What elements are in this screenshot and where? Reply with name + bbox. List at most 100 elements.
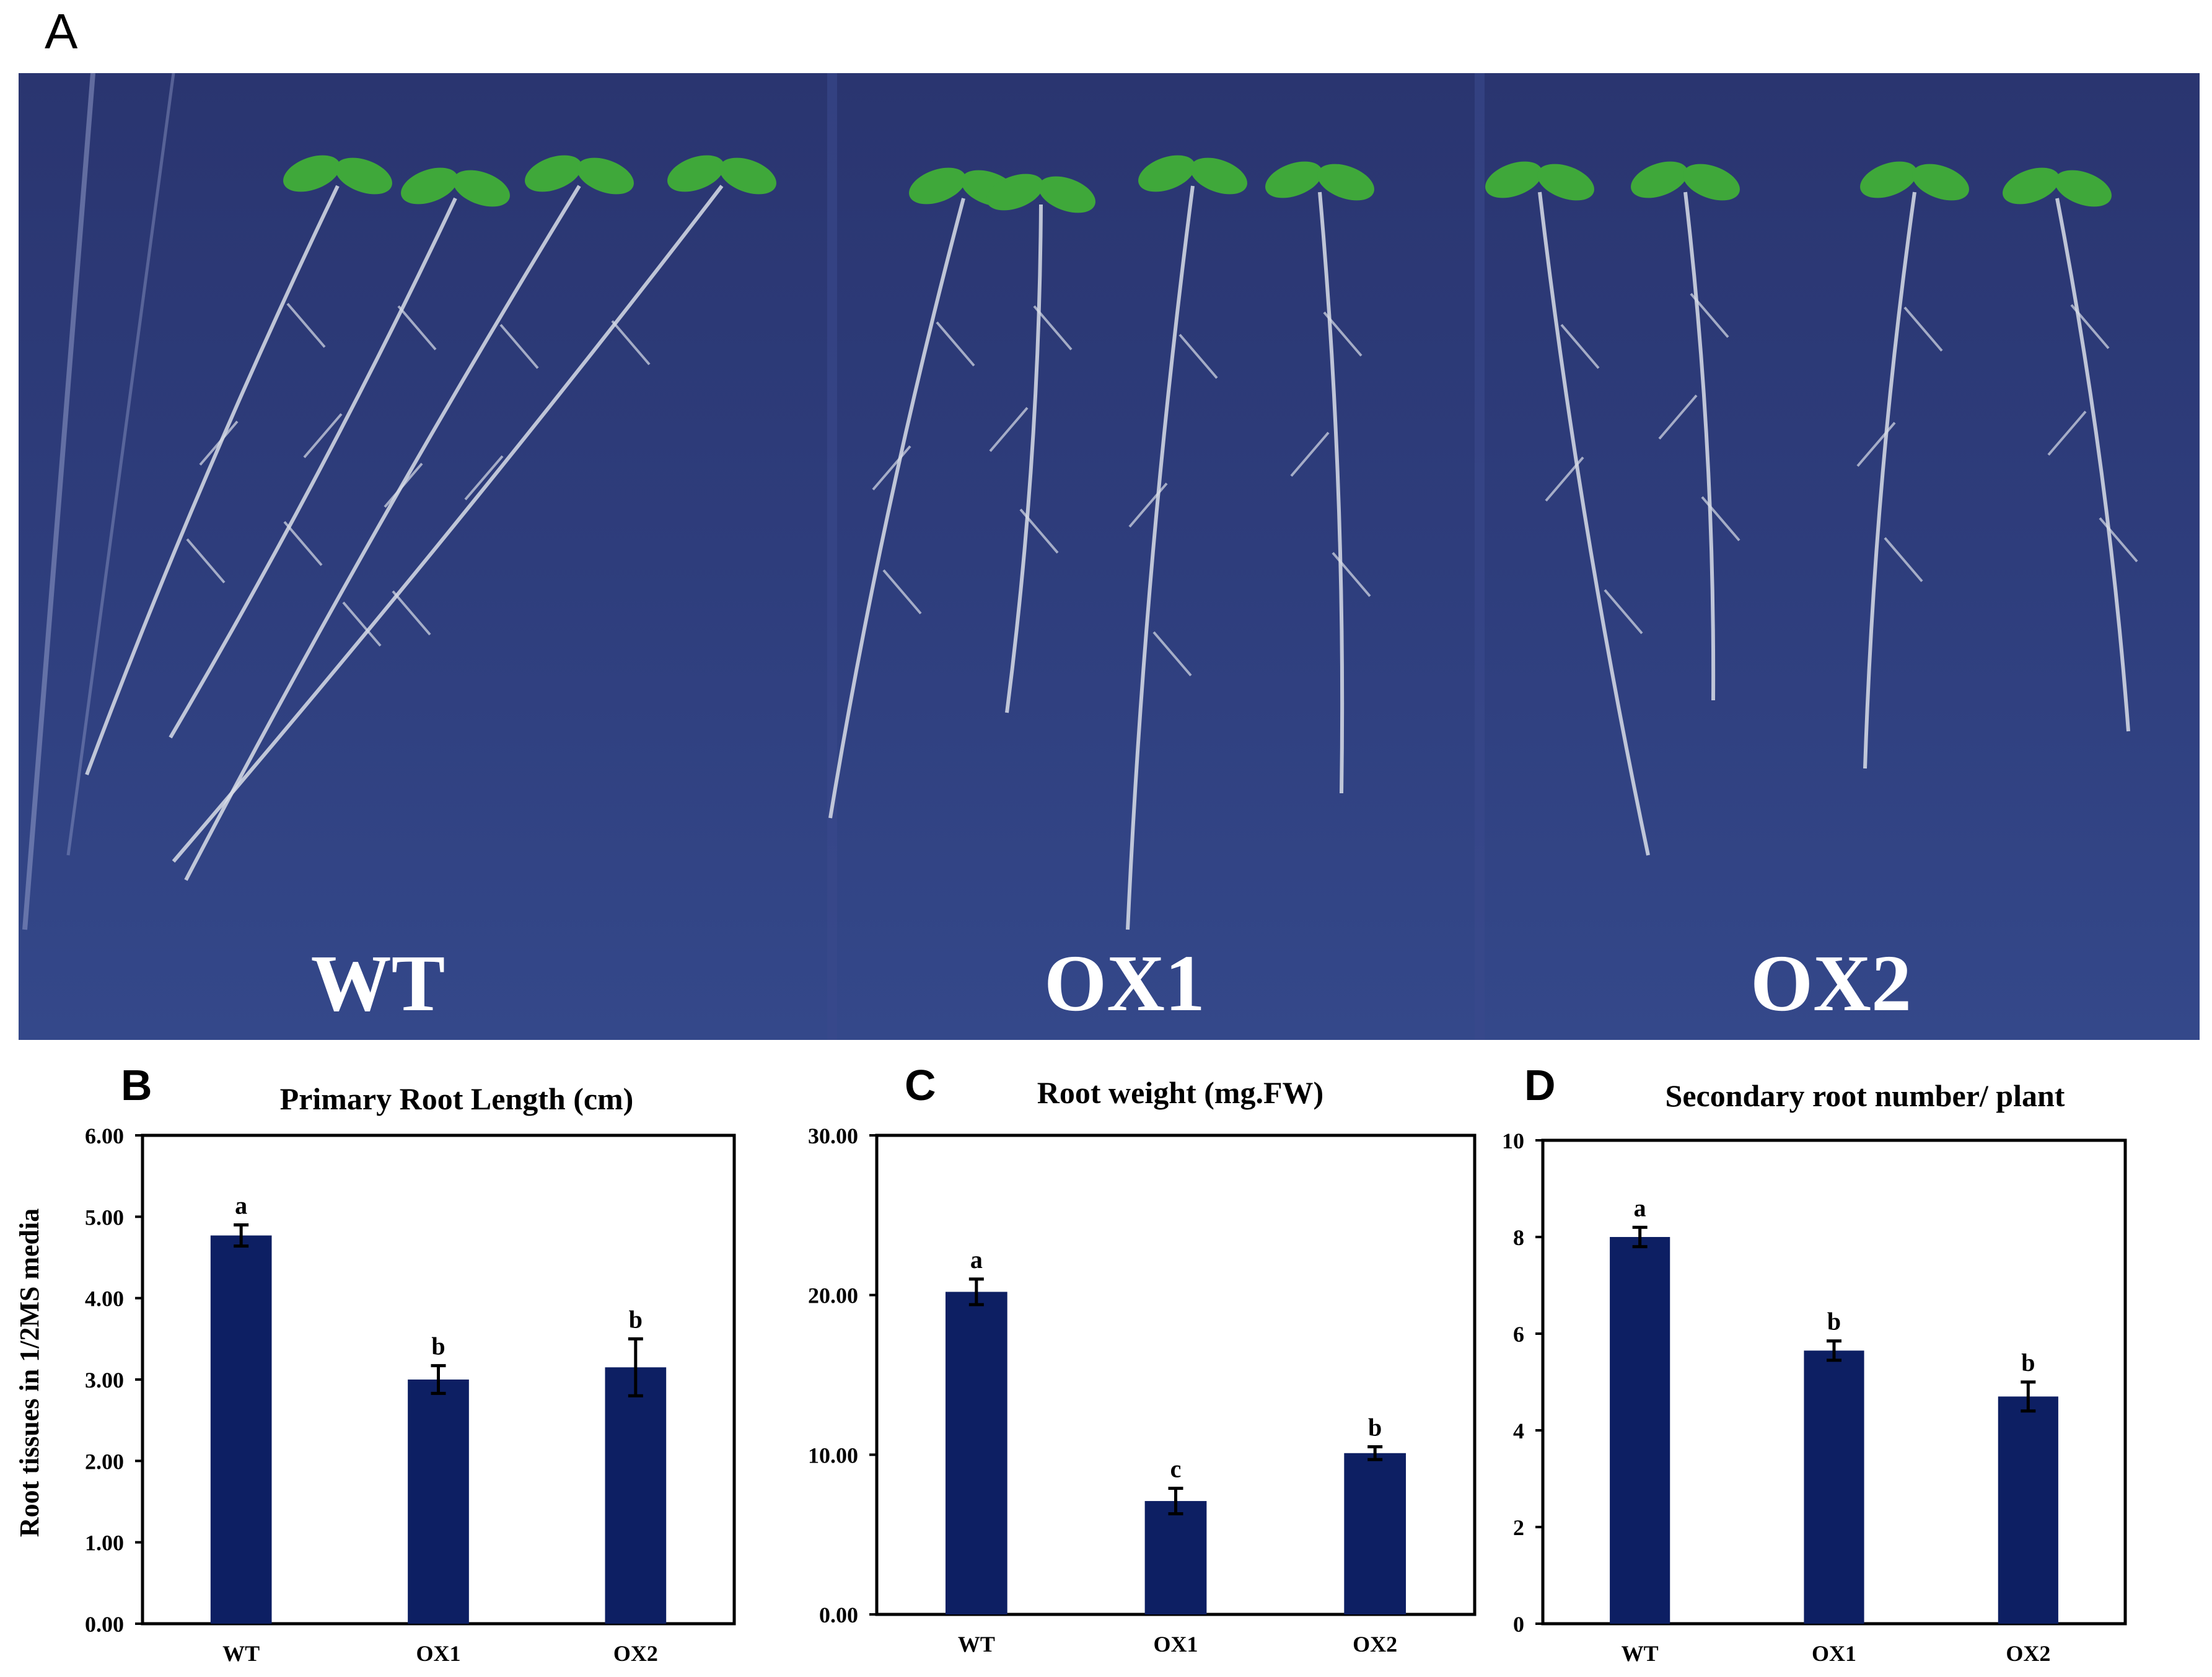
cotyledon-left <box>2003 167 2060 205</box>
lateral-root <box>1323 311 1363 357</box>
seedling-photo: WT OX1 OX2 <box>19 73 2200 1040</box>
bar-wt <box>945 1292 1007 1614</box>
group-label-ox2: OX2 <box>1750 939 1911 1028</box>
cotyledon-left <box>909 167 966 205</box>
y-tick-label: 10 <box>1502 1129 1524 1153</box>
group-label-ox1: OX1 <box>1044 939 1205 1028</box>
lateral-root <box>989 407 1029 452</box>
bar-wt <box>1610 1237 1670 1624</box>
lateral-root <box>392 590 431 636</box>
significance-label: b <box>2021 1349 2035 1376</box>
primary-root <box>85 185 340 776</box>
significance-label: c <box>1170 1455 1182 1482</box>
primary-root <box>1538 191 1650 856</box>
y-tick-label: 6.00 <box>85 1124 124 1148</box>
lateral-root <box>1152 631 1192 677</box>
y-tick-label: 6 <box>1513 1322 1524 1347</box>
cotyledon-right <box>1683 164 1740 201</box>
lateral-root <box>611 320 651 366</box>
plate-background <box>19 73 2200 1040</box>
y-tick-label: 3.00 <box>85 1368 124 1393</box>
cotyledon-left <box>525 155 582 192</box>
lateral-root <box>882 569 922 615</box>
bar-ox2 <box>1344 1453 1407 1614</box>
chart-title: Primary Root Length (cm) <box>280 1081 634 1116</box>
y-tick-label: 2.00 <box>85 1449 124 1474</box>
cotyledon-left <box>401 167 458 205</box>
cotyledon-right <box>1317 164 1374 201</box>
lateral-root <box>1903 306 1943 352</box>
cotyledon-left <box>1860 161 1917 198</box>
primary-root <box>1005 204 1043 713</box>
x-tick-label: OX2 <box>613 1641 658 1666</box>
x-tick-label: WT <box>222 1641 260 1666</box>
bar-ox1 <box>1144 1501 1207 1614</box>
x-tick-label: OX1 <box>416 1641 461 1666</box>
significance-label: a <box>1634 1194 1646 1221</box>
cotyledon-right <box>335 157 392 195</box>
primary-root <box>2055 198 2130 732</box>
lateral-root <box>303 413 343 459</box>
bar-ox2 <box>605 1367 667 1624</box>
y-tick-label: 1.00 <box>85 1531 124 1556</box>
lateral-root <box>499 324 539 369</box>
y-tick-label: 30.00 <box>808 1124 858 1148</box>
lateral-root <box>1884 537 1923 583</box>
cotyledon-right <box>453 170 510 207</box>
panel-letter: B <box>121 1061 152 1109</box>
group-label-wt: WT <box>311 939 445 1028</box>
lateral-root <box>397 305 437 351</box>
bar-wt <box>210 1235 272 1624</box>
y-tick-label: 5.00 <box>85 1205 124 1230</box>
y-tick-label: 0.00 <box>85 1612 124 1637</box>
lateral-root <box>1545 456 1584 502</box>
x-tick-label: WT <box>958 1632 995 1657</box>
cotyledon-right <box>2055 170 2112 207</box>
lateral-root <box>1019 508 1059 554</box>
cotyledon-left <box>1485 161 1542 198</box>
primary-root <box>172 185 724 863</box>
chart-title: Root weight (mg.FW) <box>1037 1075 1323 1110</box>
x-tick-label: OX2 <box>1353 1632 1397 1657</box>
y-tick-label: 10.00 <box>808 1443 858 1468</box>
plate-edge-glare <box>22 73 95 930</box>
lateral-root <box>384 462 423 508</box>
y-axis-label: Root tissues in 1/2MS media <box>14 1208 45 1537</box>
lateral-root <box>1658 394 1698 440</box>
cotyledon-left <box>283 155 340 192</box>
primary-root <box>1126 185 1195 930</box>
chart-title: Secondary root number/ plant <box>1666 1078 2065 1113</box>
y-tick-label: 0.00 <box>819 1603 858 1627</box>
y-tick-label: 2 <box>1513 1515 1524 1540</box>
cotyledon-left <box>1265 161 1322 198</box>
cotyledon-right <box>1038 176 1095 213</box>
lateral-root <box>1290 431 1330 477</box>
cotyledon-right <box>577 157 634 195</box>
chart-secondary-root-number: D Secondary root number/ plant 0 2 4 6 8 10 a WT b… <box>1502 1061 2127 1666</box>
lateral-root <box>2047 410 2087 456</box>
lateral-root <box>186 538 226 584</box>
cotyledon-right <box>1912 164 1969 201</box>
lateral-root <box>1560 324 1600 369</box>
x-tick-label: OX2 <box>2006 1641 2050 1666</box>
plate-divider <box>1475 73 1485 1040</box>
y-tick-label: 0 <box>1513 1612 1524 1637</box>
plate-divider <box>827 73 837 1040</box>
plate-edge-glare <box>66 73 175 856</box>
y-tick-label: 4.00 <box>85 1287 124 1311</box>
panel-a-letter: A <box>45 4 78 59</box>
chart-root-weight: C Root weight (mg.FW) 0.00 10.00 20.00 30.00 a… <box>808 1061 1477 1657</box>
cotyledon-left <box>1631 161 1688 198</box>
x-tick-label: WT <box>1622 1641 1659 1666</box>
cotyledon-right <box>1537 164 1594 201</box>
significance-label: a <box>970 1246 983 1274</box>
panel-letter: D <box>1524 1061 1556 1109</box>
cotyledon-left <box>667 155 724 192</box>
significance-label: b <box>431 1332 445 1360</box>
lateral-root <box>936 321 975 367</box>
significance-label: b <box>629 1305 643 1333</box>
lateral-root <box>286 302 326 348</box>
x-tick-label: OX1 <box>1812 1641 1856 1666</box>
cotyledon-left <box>1138 155 1195 192</box>
